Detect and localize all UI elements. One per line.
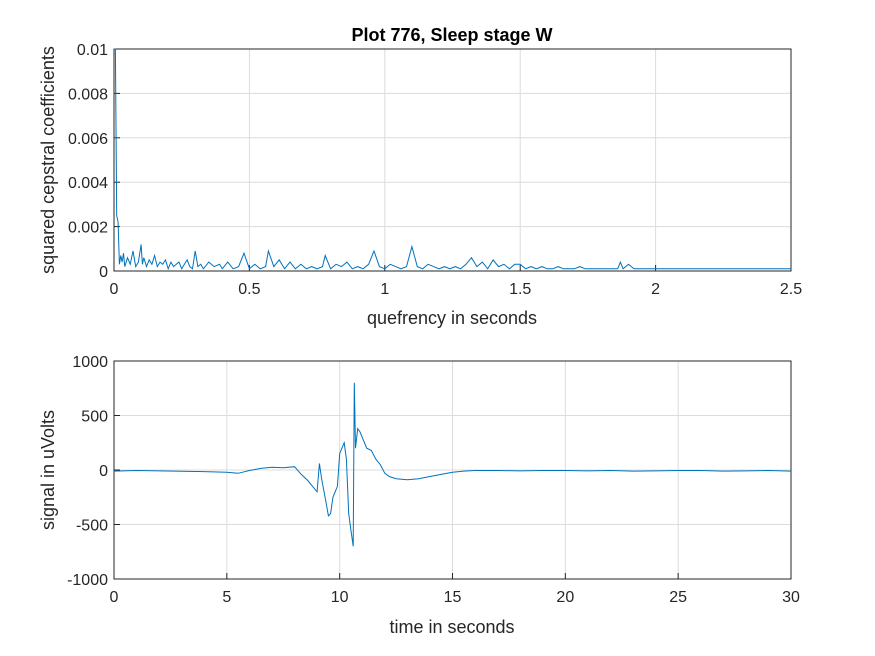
cepstrum-series-line	[114, 48, 791, 271]
signal-series-line	[113, 382, 792, 547]
cepstrum-grid	[113, 48, 792, 272]
signal-x-tick-label: 0	[110, 589, 119, 606]
cepstrum-y-tick-label: 0	[99, 264, 108, 281]
cepstrum-y-axis-label: squared cepstral coefficients	[38, 46, 58, 274]
signal-y-ticks: -1000 -500 0 500 1000	[67, 354, 120, 589]
cepstrum-chart-title: Plot 776, Sleep stage W	[351, 25, 552, 45]
signal-axes: 0 5 10 15 20 25 30 -1000 -500 0 500 1000 time in s…	[38, 354, 800, 637]
cepstrum-x-tick-label: 2.5	[780, 281, 802, 298]
signal-y-tick-label: -1000	[67, 572, 108, 589]
signal-grid	[113, 360, 792, 580]
cepstrum-axes: 0 0.5 1 1.5 2 2.5 0 0.002 0.004 0.006 0.008 0.01 P…	[38, 25, 802, 328]
signal-y-tick-label: 1000	[72, 354, 108, 371]
signal-y-tick-label: -500	[76, 518, 108, 535]
signal-x-tick-label: 10	[331, 589, 349, 606]
cepstrum-y-tick-label: 0.01	[77, 42, 108, 59]
signal-y-tick-label: 500	[81, 409, 108, 426]
signal-x-axis-label: time in seconds	[389, 617, 514, 637]
cepstrum-x-ticks: 0 0.5 1 1.5 2 2.5	[110, 265, 802, 298]
signal-x-tick-label: 25	[669, 589, 687, 606]
signal-x-ticks: 0 5 10 15 20 25 30	[110, 573, 800, 606]
cepstrum-x-tick-label: 0	[110, 281, 119, 298]
signal-x-tick-label: 15	[444, 589, 462, 606]
signal-y-tick-label: 0	[99, 463, 108, 480]
cepstrum-x-tick-label: 2	[651, 281, 660, 298]
cepstrum-y-tick-label: 0.008	[68, 86, 108, 103]
cepstrum-y-tick-label: 0.002	[68, 220, 108, 237]
cepstrum-x-tick-label: 1	[380, 281, 389, 298]
cepstrum-plot-frame	[113, 48, 792, 272]
signal-x-tick-label: 30	[782, 589, 800, 606]
cepstrum-x-axis-label: quefrency in seconds	[367, 308, 537, 328]
cepstrum-x-tick-label: 1.5	[509, 281, 531, 298]
signal-x-tick-label: 20	[556, 589, 574, 606]
cepstrum-y-tick-label: 0.004	[68, 175, 108, 192]
signal-y-axis-label: signal in uVolts	[38, 410, 58, 530]
signal-x-tick-label: 5	[222, 589, 231, 606]
cepstrum-y-ticks: 0 0.002 0.004 0.006 0.008 0.01	[68, 42, 120, 281]
cepstrum-y-tick-label: 0.006	[68, 131, 108, 148]
cepstrum-x-tick-label: 0.5	[238, 281, 260, 298]
